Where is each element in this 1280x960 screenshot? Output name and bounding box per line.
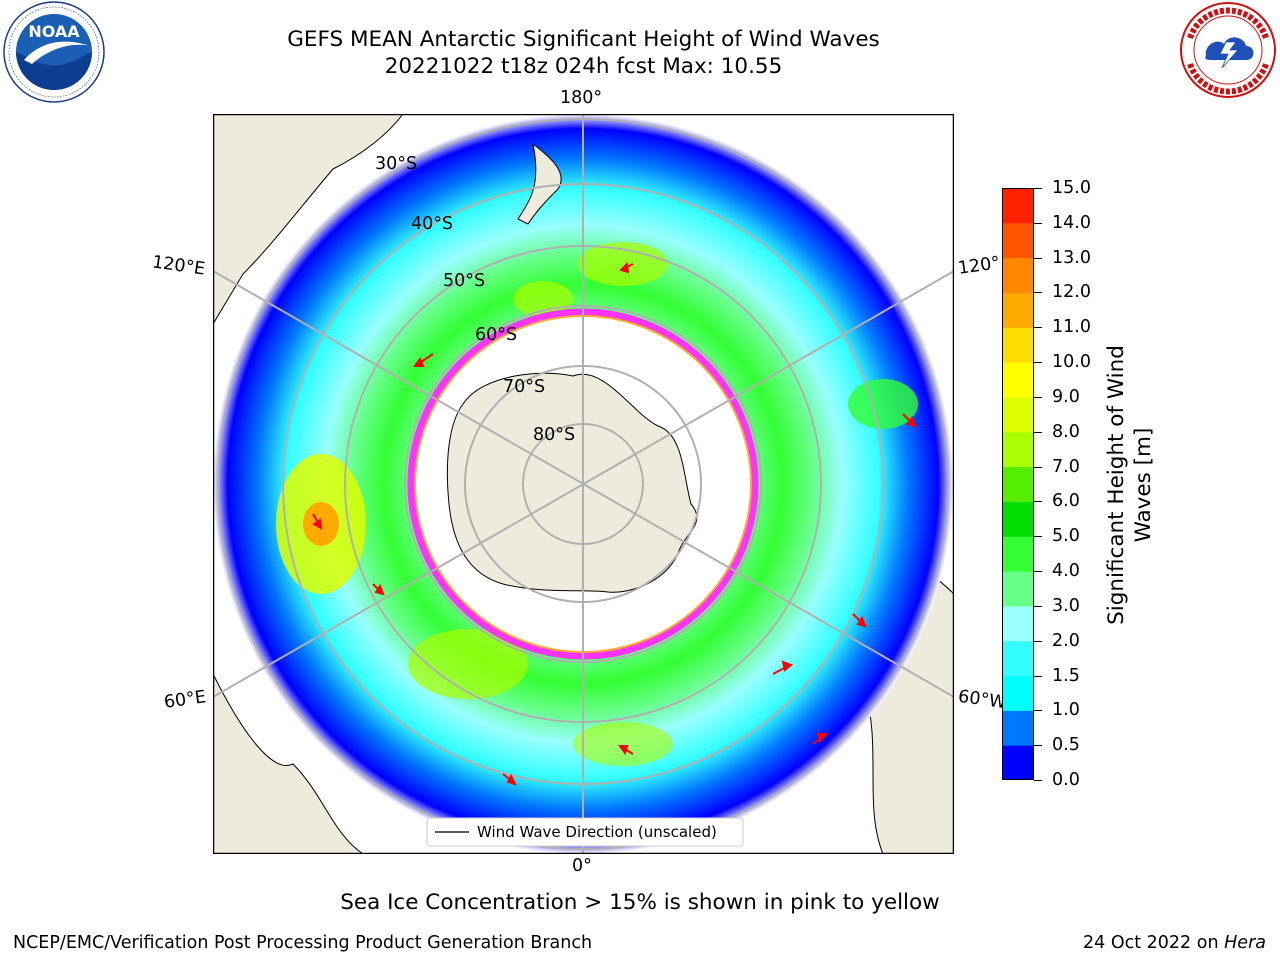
lat-label-80: 80°S xyxy=(533,425,575,445)
colorbar-tick-mark xyxy=(1034,605,1042,607)
colorbar-segment xyxy=(1002,745,1034,780)
colorbar-segment xyxy=(1002,501,1034,537)
lat-label-50: 50°S xyxy=(443,271,485,291)
colorbar-tick-label: 4.0 xyxy=(1052,561,1080,582)
lat-label-60: 60°S xyxy=(475,325,517,345)
colorbar-segment xyxy=(1002,675,1034,711)
colorbar-tick-mark xyxy=(1034,710,1042,712)
chart-subtitle: 20221022 t18z 024h fcst Max: 10.55 xyxy=(384,54,783,79)
colorbar-tick-mark xyxy=(1034,466,1042,468)
lon-label-60w: 60°W xyxy=(956,686,1008,714)
colorbar-tick-mark xyxy=(1034,675,1042,677)
lon-label-180: 180° xyxy=(560,88,603,108)
footer-host: Hera xyxy=(1224,933,1266,953)
colorbar-segment xyxy=(1002,222,1034,259)
colorbar-label-line1: Significant Height of Wind xyxy=(1104,345,1129,625)
footer-credit: NCEP/EMC/Verification Post Processing Pr… xyxy=(13,933,593,953)
colorbar-tick-label: 6.0 xyxy=(1052,491,1080,512)
footer-date-text: 24 Oct 2022 on xyxy=(1083,933,1219,953)
noaa-logo: NOAA xyxy=(3,1,105,103)
colorbar-tick-label: 13.0 xyxy=(1052,247,1091,268)
colorbar-segment xyxy=(1002,292,1034,328)
polar-map: Wind Wave Direction (unscaled) 30°S 40°S… xyxy=(213,114,954,854)
colorbar-tick-label: 11.0 xyxy=(1052,317,1091,338)
colorbar-segment xyxy=(1002,327,1034,363)
lat-label-40: 40°S xyxy=(411,214,453,234)
caption: Sea Ice Concentration > 15% is shown in … xyxy=(340,890,940,915)
colorbar-tick-mark xyxy=(1034,257,1042,259)
land-africa xyxy=(213,673,364,854)
colorbar-tick-mark xyxy=(1034,362,1042,364)
lon-label-60e: 60°E xyxy=(162,687,208,713)
colorbar-tick-mark xyxy=(1034,431,1042,433)
colorbar-tick-mark xyxy=(1034,745,1042,747)
colorbar xyxy=(1002,188,1034,780)
colorbar-border xyxy=(1002,188,1034,780)
colorbar-tick-mark xyxy=(1034,501,1042,503)
colorbar-tick-label: 8.0 xyxy=(1052,421,1080,442)
colorbar-tick-label: 3.0 xyxy=(1052,595,1080,616)
colorbar-segment xyxy=(1002,466,1034,502)
noaa-logo-text: NOAA xyxy=(28,22,80,41)
lon-label-0: 0° xyxy=(572,856,592,876)
colorbar-tick-mark xyxy=(1034,571,1042,573)
lon-label-120w: 120° xyxy=(956,253,1002,279)
colorbar-tick-mark xyxy=(1034,536,1042,538)
colorbar-tick-label: 12.0 xyxy=(1052,282,1091,303)
colorbar-tick-mark xyxy=(1034,327,1042,329)
footer-date: 24 Oct 2022 on Hera xyxy=(1083,933,1266,953)
land-australia xyxy=(213,114,404,325)
colorbar-segment xyxy=(1002,396,1034,433)
colorbar-tick-label: 0.0 xyxy=(1052,770,1080,790)
colorbar-tick-label: 1.5 xyxy=(1052,665,1080,686)
colorbar-segment xyxy=(1002,536,1034,572)
colorbar-tick-mark xyxy=(1034,780,1042,781)
colorbar-tick-label: 15.0 xyxy=(1052,178,1091,198)
colorbar-tick-label: 1.0 xyxy=(1052,700,1080,721)
colorbar-segment xyxy=(1002,431,1034,468)
colorbar-tick-label: 0.5 xyxy=(1052,735,1080,756)
colorbar-tick-mark xyxy=(1034,396,1042,398)
colorbar-tick-label: 10.0 xyxy=(1052,352,1091,373)
lat-label-70: 70°S xyxy=(503,377,545,397)
map-legend xyxy=(426,817,744,847)
colorbar-tick-label: 14.0 xyxy=(1052,212,1091,233)
colorbar-tick-label: 9.0 xyxy=(1052,386,1080,407)
colorbar-segment xyxy=(1002,362,1034,398)
lat-label-30: 30°S xyxy=(375,154,417,174)
colorbar-tick-label: 7.0 xyxy=(1052,456,1080,477)
colorbar-segment xyxy=(1002,605,1034,642)
lon-label-120e: 120°E xyxy=(150,252,207,280)
colorbar-label-line2: Waves [m] xyxy=(1131,427,1156,543)
legend-label: Wind Wave Direction (unscaled) xyxy=(477,823,717,841)
chart-title: GEFS MEAN Antarctic Significant Height o… xyxy=(287,27,880,52)
land-new-zealand xyxy=(517,142,562,225)
colorbar-segment xyxy=(1002,571,1034,607)
colorbar-label: Significant Height of Wind Waves [m] xyxy=(1103,345,1157,625)
colorbar-tick-mark xyxy=(1034,222,1042,224)
colorbar-segment xyxy=(1002,188,1034,224)
colorbar-segment xyxy=(1002,257,1034,293)
nws-logo xyxy=(1180,2,1276,98)
colorbar-segment xyxy=(1002,640,1034,677)
colorbar-tick-mark xyxy=(1034,188,1042,189)
wave-direction-arrows xyxy=(312,261,917,786)
colorbar-tick-label: 2.0 xyxy=(1052,630,1080,651)
colorbar-segment xyxy=(1002,710,1034,746)
colorbar-tick-label: 5.0 xyxy=(1052,526,1080,547)
colorbar-tick-mark xyxy=(1034,292,1042,294)
colorbar-tick-mark xyxy=(1034,640,1042,642)
